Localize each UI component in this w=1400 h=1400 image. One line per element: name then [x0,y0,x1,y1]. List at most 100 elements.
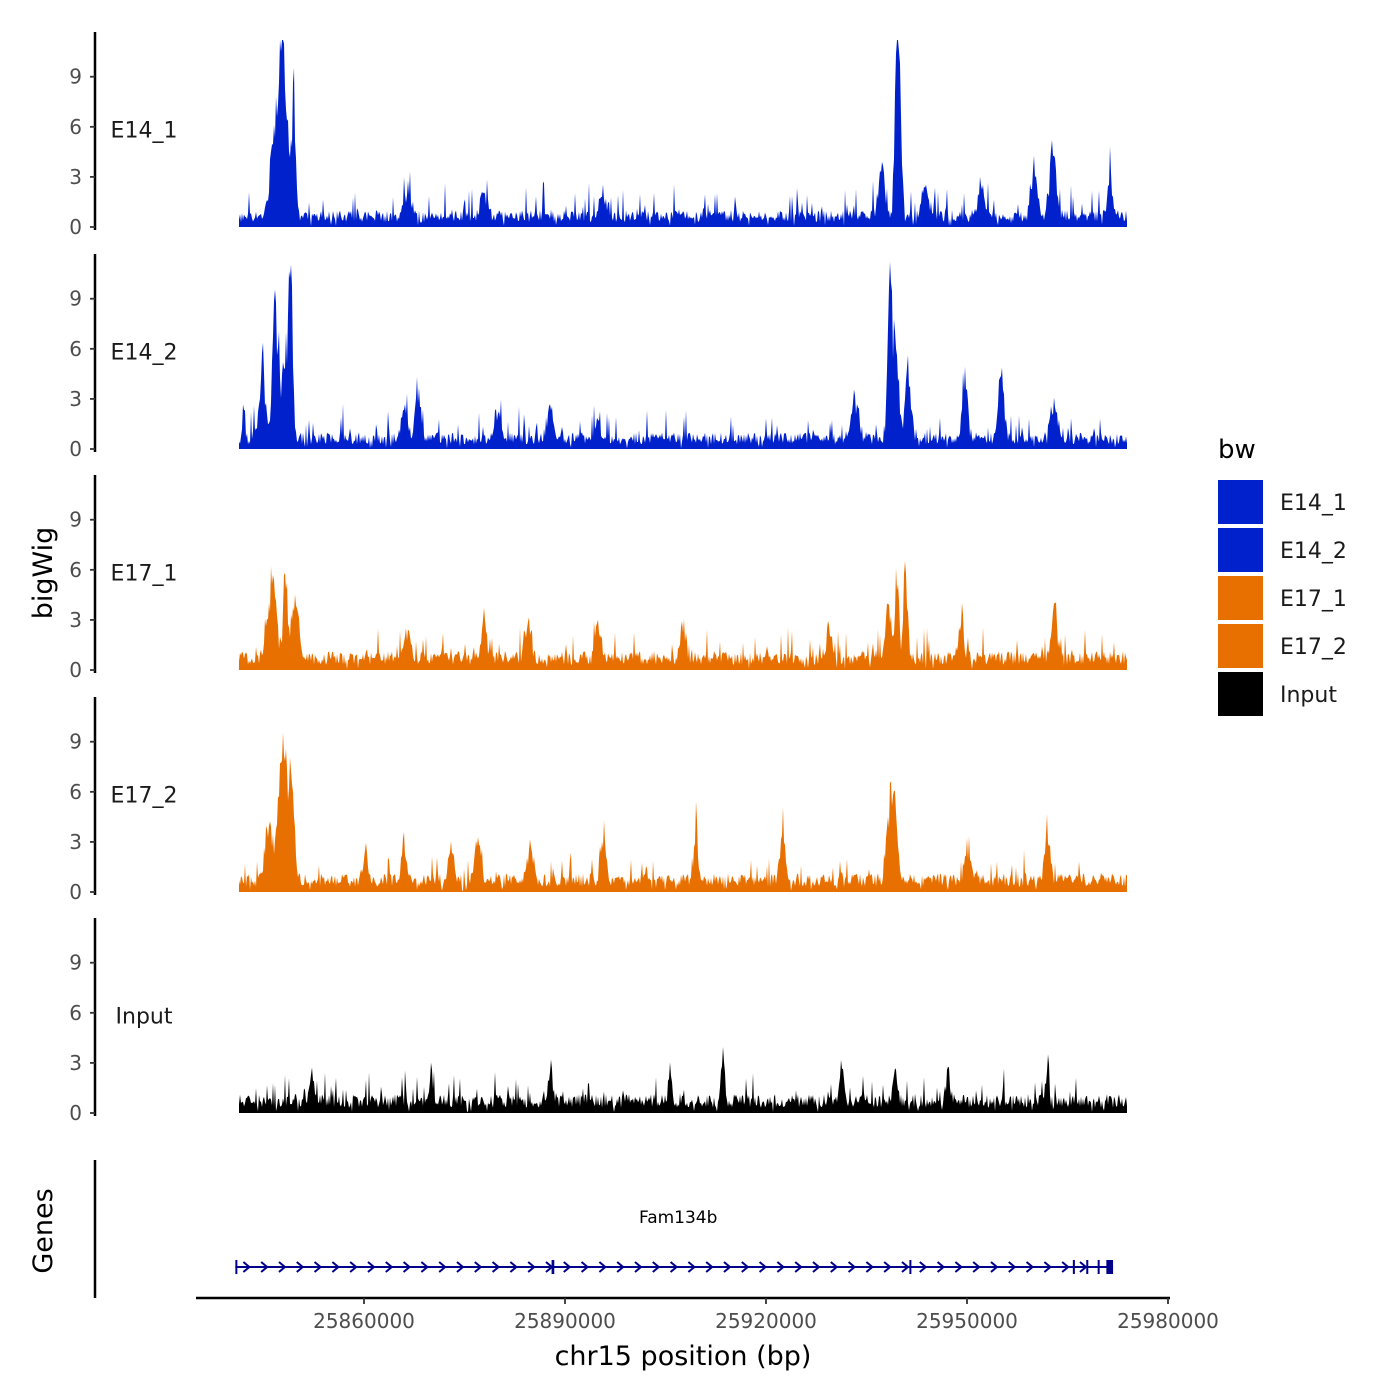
strand-arrow [385,1261,394,1273]
track-label: Input [116,1004,173,1029]
strand-arrow [1043,1261,1052,1273]
strand-arrow [278,1261,287,1273]
y-tick-label: 0 [69,215,82,239]
strand-arrow [758,1261,768,1273]
strand-arrow [491,1261,501,1273]
track-e14_2: 0 3 6 9 E14_2 [69,254,1127,461]
strand-arrow [812,1261,821,1273]
strand-arrow [598,1261,607,1273]
strand-arrow [474,1261,483,1273]
gene-exon [235,1260,238,1274]
y-tick-label: 6 [69,115,82,139]
strand-arrow [527,1261,536,1273]
strand-arrow [687,1261,696,1273]
strand-arrow [456,1261,465,1273]
strand-arrow [1008,1261,1017,1273]
coverage-tracks: 0 3 6 9 E14_1 0 3 6 9 E14_2 0 3 6 9 E17_1 0 3 6 9 E17_2 0 3 6 9… [69,32,1127,1125]
strand-arrow [1025,1261,1035,1273]
strand-arrow [349,1261,358,1273]
strand-arrow [794,1261,803,1273]
y-tick-label: 0 [69,658,82,682]
strand-arrow [954,1261,963,1273]
gene-exon [551,1260,555,1274]
legend-swatch [1218,672,1263,716]
strand-arrow [616,1261,625,1273]
legend-title: bw [1218,435,1256,465]
strand-arrow [865,1261,874,1273]
x-axis: 25860000 25890000 25920000 25950000 25980000 [196,1296,1219,1333]
gene-exon [1106,1260,1114,1274]
legend-swatch [1218,528,1263,572]
gene-exon [909,1260,912,1274]
legend-swatch [1218,480,1263,524]
y-axis-title: bigWig [28,527,59,620]
gene-exon [1072,1260,1075,1274]
strand-arrow [420,1261,429,1273]
x-tick-label: 25950000 [916,1309,1018,1333]
strand-arrow [580,1261,590,1273]
legend: E14_1 E14_2 E17_1 E17_2 Input [1218,480,1347,716]
coverage-area [239,561,1127,670]
strand-arrow [260,1261,269,1273]
legend-label: E17_1 [1280,587,1347,612]
legend-label: E17_2 [1280,635,1347,660]
strand-arrow [402,1261,412,1273]
y-tick-label: 0 [69,1101,82,1125]
strand-arrow [883,1261,892,1273]
strand-arrow [919,1261,928,1273]
strand-arrow [705,1261,714,1273]
y-tick-label: 9 [69,65,82,89]
strand-arrow [438,1261,447,1273]
strand-arrow [242,1261,251,1273]
track-label: E17_2 [111,783,178,808]
strand-arrow [741,1261,750,1273]
strand-arrow [901,1261,910,1273]
track-input: 0 3 6 9 Input [69,918,1127,1125]
y-tick-label: 9 [69,730,82,754]
gene-exon [1097,1260,1100,1274]
x-tick-label: 25920000 [715,1309,817,1333]
genes-axis-title: Genes [28,1188,59,1273]
track-e14_1: 0 3 6 9 E14_1 [69,32,1127,239]
y-tick-label: 9 [69,951,82,975]
strand-arrow [776,1261,785,1273]
legend-item-e14_1: E14_1 [1218,480,1347,524]
genes-track: Fam134b [93,1160,1114,1298]
coverage-area [239,732,1127,892]
track-e17_1: 0 3 6 9 E17_1 [69,475,1127,682]
strand-arrow [972,1261,981,1273]
coverage-area [239,1046,1127,1113]
legend-label: E14_1 [1280,491,1347,516]
strand-arrow [367,1261,376,1273]
strand-arrow [1061,1261,1070,1273]
x-tick-label: 25860000 [313,1309,415,1333]
strand-arrow [990,1261,999,1273]
y-tick-label: 3 [69,830,82,854]
x-tick-label: 25890000 [514,1309,616,1333]
strand-arrow [563,1261,572,1273]
y-tick-label: 3 [69,165,82,189]
y-tick-label: 9 [69,508,82,532]
strand-arrow [296,1261,305,1273]
strand-arrow [723,1261,732,1273]
coverage-area [239,40,1127,227]
x-tick-label: 25980000 [1117,1309,1219,1333]
strand-arrow [331,1261,340,1273]
gene-name-label: Fam134b [639,1208,717,1228]
legend-item-e17_1: E17_1 [1218,576,1347,620]
y-tick-label: 3 [69,387,82,411]
legend-item-e17_2: E17_2 [1218,624,1347,668]
legend-item-e14_2: E14_2 [1218,528,1347,572]
track-label: E17_1 [111,561,178,586]
legend-swatch [1218,576,1263,620]
strand-arrow [313,1261,323,1273]
track-label: E14_1 [111,118,178,143]
track-e17_2: 0 3 6 9 E17_2 [69,697,1127,904]
strand-arrow [669,1261,679,1273]
strand-arrow [1079,1261,1088,1273]
strand-arrow [847,1261,857,1273]
strand-arrow [936,1261,946,1273]
legend-item-input: Input [1218,672,1337,716]
strand-arrow [509,1261,518,1273]
